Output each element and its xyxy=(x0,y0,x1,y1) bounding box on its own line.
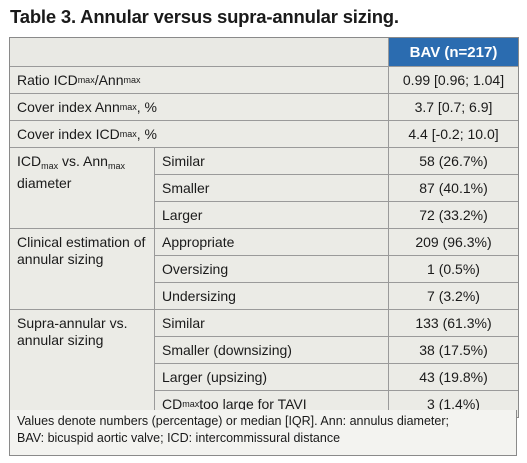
group-label: Supra-annular vs. annular sizing xyxy=(10,310,155,417)
row-value: 0.99 [0.96; 1.04] xyxy=(402,72,505,88)
table-row: Smaller (downsizing) 38 (17.5%) xyxy=(155,336,518,363)
table-header-row: BAV (n=217) xyxy=(10,38,518,66)
table-row: Larger (upsizing) 43 (19.8%) xyxy=(155,363,518,390)
row-label: Undersizing xyxy=(155,283,389,309)
row-value: 43 (19.8%) xyxy=(419,369,488,385)
table-row: Ratio ICD max/Ann max 0.99 [0.96; 1.04] xyxy=(10,66,518,93)
row-label: Cover index Ann max, % xyxy=(10,94,389,120)
row-label: Smaller xyxy=(155,175,389,201)
row-label: Ratio ICD max/Ann max xyxy=(10,67,389,93)
row-label: Similar xyxy=(155,148,389,174)
row-value: 1 (0.5%) xyxy=(427,261,480,277)
row-value: 58 (26.7%) xyxy=(419,153,488,169)
row-value: 87 (40.1%) xyxy=(419,180,488,196)
table-footnote: Values denote numbers (percentage) or me… xyxy=(9,410,517,456)
row-label: Oversizing xyxy=(155,256,389,282)
table-row: Smaller 87 (40.1%) xyxy=(155,174,518,201)
header-bav: BAV (n=217) xyxy=(389,38,518,66)
table-group-icd-vs-ann: ICDmax vs. Annmax diameter Similar 58 (2… xyxy=(10,147,518,228)
row-label: CD max too large for TAVI xyxy=(155,391,389,417)
table-row: Similar 58 (26.7%) xyxy=(155,148,518,174)
table-row: Undersizing 7 (3.2%) xyxy=(155,282,518,309)
table-row: Larger 72 (33.2%) xyxy=(155,201,518,228)
row-label: Similar xyxy=(155,310,389,336)
table-title: Table 3. Annular versus supra-annular si… xyxy=(10,6,399,27)
table-group-clinical-estimation: Clinical estimation of annular sizing Ap… xyxy=(10,228,518,309)
row-label: Smaller (downsizing) xyxy=(155,337,389,363)
table-row: Oversizing 1 (0.5%) xyxy=(155,255,518,282)
row-label: Cover index ICD max, % xyxy=(10,121,389,147)
row-label: Larger xyxy=(155,202,389,228)
table-row: Cover index Ann max, % 3.7 [0.7; 6.9] xyxy=(10,93,518,120)
table-row: Cover index ICD max, % 4.4 [-0.2; 10.0] xyxy=(10,120,518,147)
footnote-line: BAV: bicuspid aortic valve; ICD: interco… xyxy=(17,431,341,445)
table-row: Appropriate 209 (96.3%) xyxy=(155,229,518,255)
table-row: Similar 133 (61.3%) xyxy=(155,310,518,336)
header-empty-cell xyxy=(10,38,389,66)
footnote-line: Values denote numbers (percentage) or me… xyxy=(17,414,449,428)
row-value: 3.7 [0.7; 6.9] xyxy=(414,99,493,115)
group-label: Clinical estimation of annular sizing xyxy=(10,229,155,309)
row-value: 72 (33.2%) xyxy=(419,207,488,223)
row-value: 38 (17.5%) xyxy=(419,342,488,358)
row-value: 3 (1.4%) xyxy=(427,396,480,412)
row-value: 7 (3.2%) xyxy=(427,288,480,304)
row-label: Appropriate xyxy=(155,229,389,255)
group-label: ICDmax vs. Annmax diameter xyxy=(10,148,155,228)
row-label: Larger (upsizing) xyxy=(155,364,389,390)
table-row: CD max too large for TAVI 3 (1.4%) xyxy=(155,390,518,417)
row-value: 133 (61.3%) xyxy=(415,315,492,331)
table-group-supra-annular: Supra-annular vs. annular sizing Similar… xyxy=(10,309,518,417)
row-value: 4.4 [-0.2; 10.0] xyxy=(408,126,499,142)
row-value: 209 (96.3%) xyxy=(415,234,492,250)
data-table: BAV (n=217) Ratio ICD max/Ann max 0.99 [0.… xyxy=(9,37,519,418)
